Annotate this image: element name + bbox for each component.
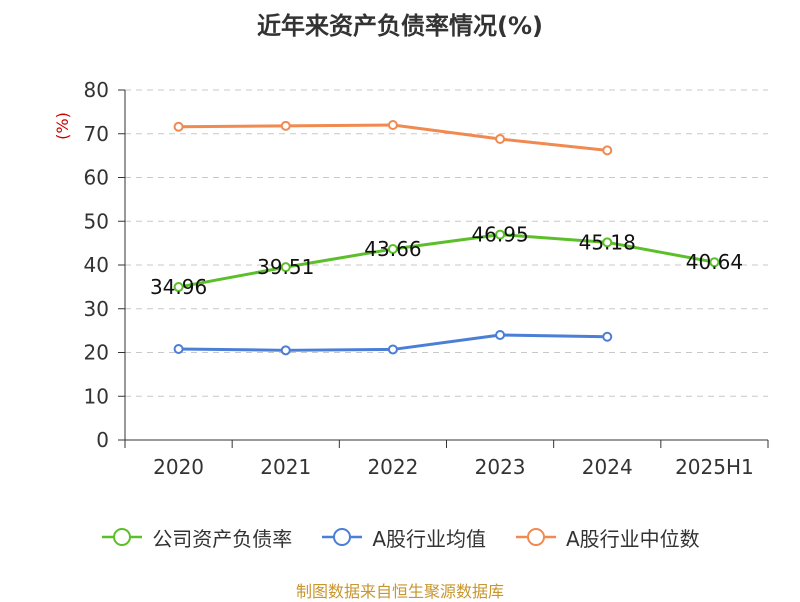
x-tick-label: 2021 [260, 455, 311, 479]
y-tick-label: 60 [84, 166, 109, 190]
legend-item-company[interactable]: 公司资产负债率 [100, 523, 292, 552]
y-tick-label: 30 [84, 297, 109, 321]
y-tick-label: 10 [84, 384, 109, 408]
data-point [495, 229, 506, 240]
data-point [387, 344, 398, 355]
legend-item-industry-mean[interactable]: A股行业均值 [320, 523, 486, 552]
legend-line-marker-icon [102, 528, 143, 546]
y-axis-label: (%) [53, 112, 72, 140]
data-point [602, 145, 613, 156]
legend: 公司资产负债率 A股行业均值 A股行业中位数 [0, 520, 800, 554]
y-tick-label: 40 [84, 253, 109, 277]
y-tick-label: 50 [84, 209, 109, 233]
y-tick-label: 70 [84, 122, 109, 146]
x-tick-label: 2020 [153, 455, 204, 479]
y-tick-label: 20 [84, 341, 109, 365]
data-label: 43.66 [364, 237, 421, 261]
y-tick-label: 80 [84, 78, 109, 102]
legend-line-marker-icon [516, 528, 556, 546]
series [173, 120, 720, 356]
series-line [178, 233, 715, 289]
data-labels: 34.96 39.51 43.66 46.95 45.18 40.64 [150, 223, 743, 299]
x-tick-label: 2023 [475, 455, 526, 479]
data-label: 39.51 [257, 255, 314, 279]
data-point [387, 243, 398, 254]
data-point [173, 282, 184, 293]
legend-item-industry-median[interactable]: A股行业中位数 [514, 523, 700, 552]
data-point [173, 344, 184, 354]
data-point [280, 345, 291, 356]
x-tick-label: 2025H1 [675, 455, 754, 479]
data-point [495, 330, 506, 340]
legend-label: 公司资产负债率 [152, 526, 293, 551]
data-point [280, 120, 291, 131]
x-tick-label: 2022 [367, 455, 418, 479]
y-tick-label: 0 [96, 428, 109, 452]
data-label: 45.18 [579, 230, 636, 254]
legend-label: A股行业中位数 [566, 526, 700, 551]
data-point [173, 121, 184, 132]
data-label: 46.95 [471, 223, 528, 247]
legend-line-marker-icon [322, 528, 363, 546]
data-point [602, 237, 613, 248]
legend-label: A股行业均值 [372, 526, 486, 551]
x-tick-label: 2024 [582, 455, 633, 479]
grid-lines [125, 89, 768, 397]
data-point [280, 262, 291, 273]
data-point [387, 120, 398, 130]
data-label: 34.96 [150, 275, 207, 299]
data-point [709, 257, 720, 268]
chart-title: 近年来资产负债率情况(%) [257, 12, 543, 40]
source-note: 制图数据来自恒生聚源数据库 [295, 582, 504, 601]
data-point [495, 134, 506, 144]
axes: 0 10 20 30 40 50 60 70 80 (%) 2020 2021 2022 2023 2024… [53, 78, 769, 479]
data-label: 40.64 [686, 250, 743, 274]
data-point [602, 331, 613, 342]
